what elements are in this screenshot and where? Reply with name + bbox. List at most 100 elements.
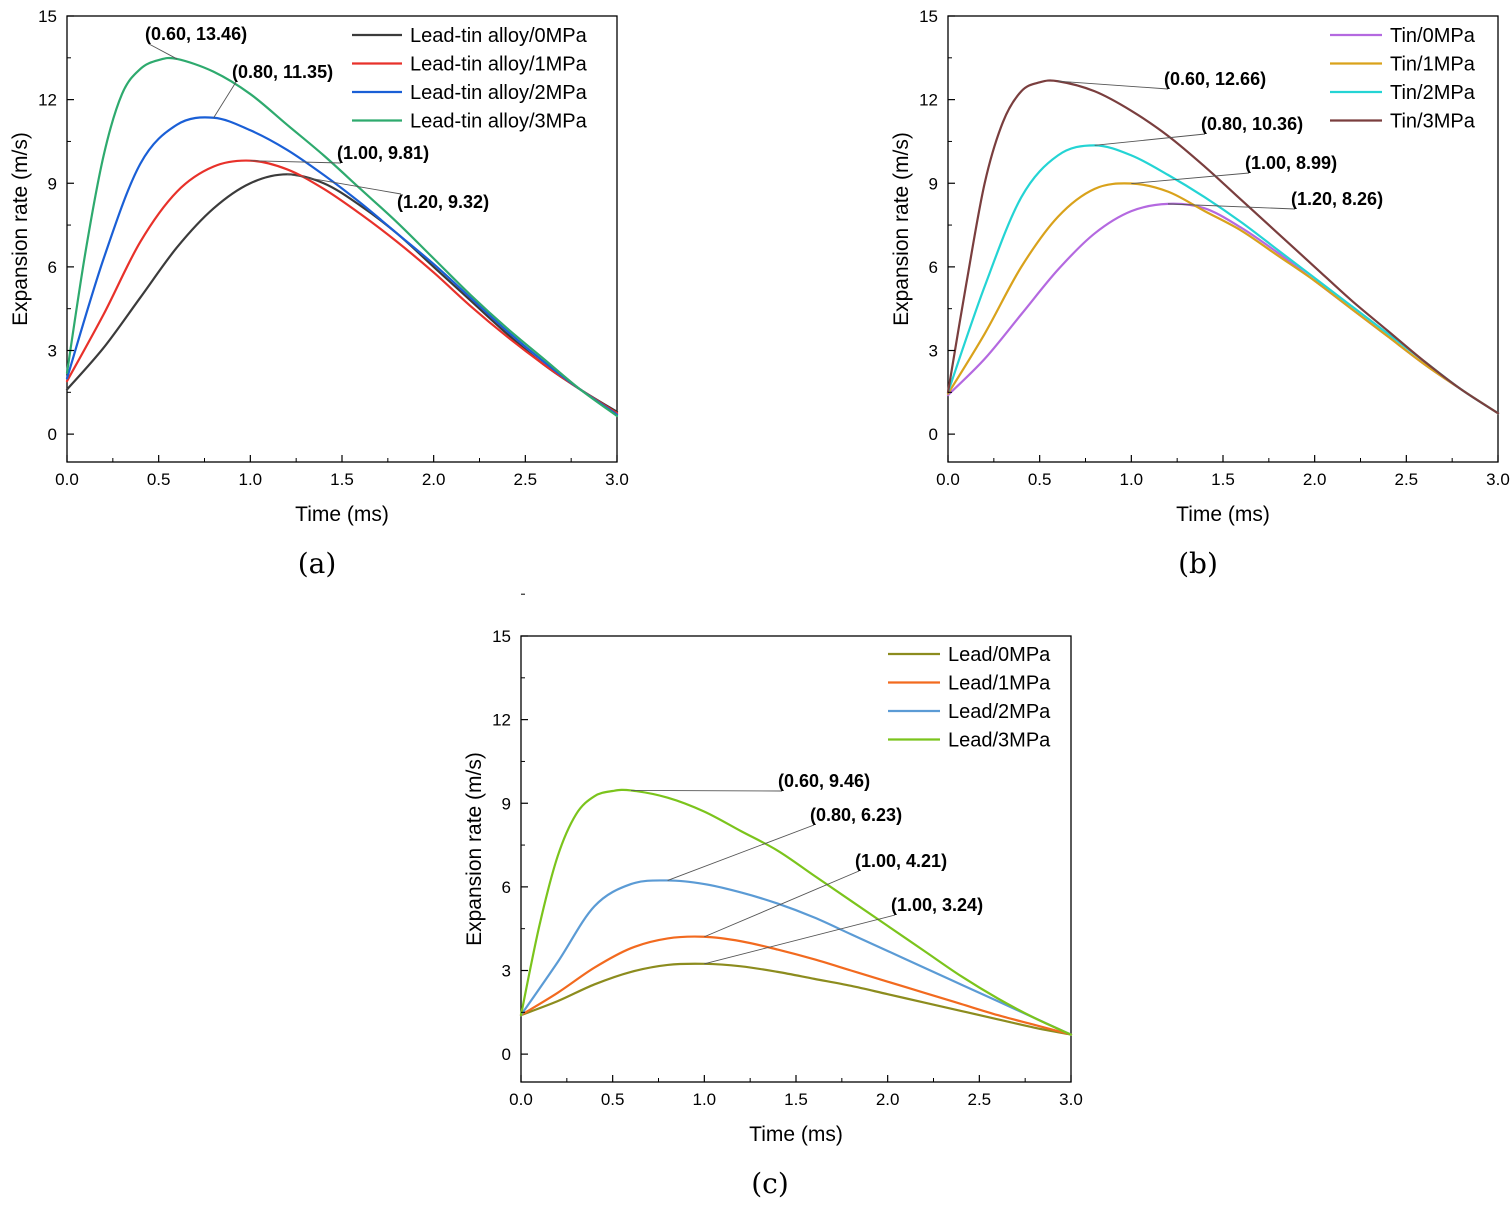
x-tick-label: 2.0 (422, 470, 446, 489)
x-tick-label: 1.5 (784, 1090, 808, 1109)
annotation-label: (1.00, 9.81) (337, 143, 429, 163)
x-tick-label: 0.5 (1028, 470, 1052, 489)
legend: Lead-tin alloy/0MPa Lead-tin alloy/1MPa Le… (352, 25, 588, 133)
annotation-label: (0.80, 10.36) (1201, 114, 1303, 134)
annotation-leader (1131, 172, 1250, 184)
x-tick-label: 3.0 (1059, 1090, 1083, 1109)
y-tick-label: 15 (919, 7, 938, 26)
x-tick-label: 2.5 (514, 470, 538, 489)
legend-label: Lead/2MPa (948, 701, 1051, 723)
annotation-leader (704, 914, 896, 965)
y-tick-label: 3 (48, 342, 57, 361)
legend-label: Tin/2MPa (1390, 82, 1476, 104)
annotation-label: (0.80, 11.35) (232, 62, 333, 82)
annotation-leader (667, 824, 815, 881)
y-tick-label: 6 (502, 878, 511, 897)
x-tick-label: 0.0 (509, 1090, 533, 1109)
annotation-label: (0.60, 9.46) (778, 771, 870, 791)
y-tick-label: 9 (929, 174, 938, 193)
legend-label: Lead-tin alloy/0MPa (410, 25, 588, 47)
y-tick-label: 12 (38, 91, 57, 110)
series-line-1 (946, 202, 1500, 415)
y-tick-label: 3 (929, 342, 938, 361)
series-line-2 (519, 935, 1073, 1036)
x-tick-label: 0.0 (55, 470, 79, 489)
annotation-leader (213, 81, 237, 118)
y-tick-label: 15 (38, 7, 57, 26)
legend-label: Tin/1MPa (1390, 54, 1476, 76)
y-axis-title: Expansion rate (m/s) (9, 132, 32, 326)
legend-label: Lead-tin alloy/1MPa (410, 54, 588, 76)
panel-label: (a) (298, 547, 337, 580)
panel-label: (c) (751, 1167, 789, 1200)
legend-label: Lead/0MPa (948, 644, 1051, 666)
x-tick-label: 1.0 (693, 1090, 717, 1109)
annotation-leader (1094, 133, 1206, 146)
y-tick-label: 6 (48, 258, 57, 277)
y-tick-label: 0 (502, 1045, 511, 1064)
annotation-label: (1.20, 9.32) (397, 192, 489, 212)
legend-label: Lead/1MPa (948, 673, 1051, 695)
series-line-4 (946, 79, 1500, 415)
series-line-3 (519, 879, 1073, 1036)
x-tick-label: 0.5 (601, 1090, 625, 1109)
y-tick-label: 0 (929, 425, 938, 444)
annotation-leader (704, 870, 860, 938)
series-line-1 (65, 173, 619, 413)
y-axis-title: Expansion rate (m/s) (463, 752, 486, 946)
legend-label: Lead-tin alloy/3MPa (410, 111, 588, 133)
x-tick-label: 2.0 (1303, 470, 1327, 489)
x-tick-label: 1.0 (1120, 470, 1144, 489)
x-axis-title: Time (ms) (295, 503, 389, 526)
y-tick-label: 12 (919, 91, 938, 110)
x-tick-label: 2.0 (876, 1090, 900, 1109)
x-tick-label: 3.0 (1486, 470, 1510, 489)
annotation-leader (286, 173, 402, 195)
legend-label: Tin/0MPa (1390, 25, 1476, 47)
x-axis-title: Time (ms) (749, 1123, 843, 1146)
annotation-label: (0.80, 6.23) (810, 805, 902, 825)
annotation-leader (250, 160, 342, 164)
x-tick-label: 1.0 (239, 470, 263, 489)
x-tick-label: 0.0 (936, 470, 960, 489)
annotation-label: (1.20, 8.26) (1291, 189, 1383, 209)
y-axis-title: Expansion rate (m/s) (890, 132, 913, 326)
chart-panel-3: 0.0 0.5 1.0 1.5 2.0 2.5 3.0 0 3 6 9 12 15 Time (ms) Ex… (463, 593, 1083, 1200)
annotation-label: (1.00, 4.21) (855, 851, 947, 871)
legend-label: Lead-tin alloy/2MPa (410, 82, 588, 104)
annotation-leader (1167, 203, 1296, 210)
series-line-4 (519, 788, 1073, 1036)
chart-panel-1: 0.0 0.5 1.0 1.5 2.0 2.5 3.0 0 3 6 9 12 15 Time (ms) Ex… (9, 7, 629, 580)
annotation-label: (1.00, 8.99) (1245, 153, 1337, 173)
legend-label: Lead/3MPa (948, 730, 1051, 752)
series-line-1 (519, 962, 1073, 1036)
series-line-3 (65, 116, 619, 416)
series-line-3 (946, 144, 1500, 415)
annotation-label: (0.60, 13.46) (145, 24, 247, 44)
x-tick-label: 3.0 (605, 470, 629, 489)
annotation-label: (1.00, 3.24) (891, 895, 983, 915)
series-line-2 (65, 159, 619, 415)
annotation-leader (148, 43, 178, 60)
legend: Tin/0MPa Tin/1MPa Tin/2MPa Tin/3MPa (1330, 25, 1476, 133)
y-tick-label: 15 (492, 627, 511, 646)
x-tick-label: 1.5 (1211, 470, 1235, 489)
annotation-leader (1057, 80, 1169, 90)
annotation-label: (0.60, 12.66) (1164, 69, 1266, 89)
annotation-leader (630, 789, 783, 792)
y-tick-label: 12 (492, 711, 511, 730)
series-line-2 (946, 182, 1500, 415)
x-tick-label: 0.5 (147, 470, 171, 489)
legend-label: Tin/3MPa (1390, 111, 1476, 133)
x-tick-label: 2.5 (968, 1090, 992, 1109)
panel-label: (b) (1178, 547, 1218, 580)
x-axis-title: Time (ms) (1176, 503, 1270, 526)
y-tick-label: 6 (929, 258, 938, 277)
y-tick-label: 3 (502, 962, 511, 981)
legend: Lead/0MPa Lead/1MPa Lead/2MPa Lead/3MPa (888, 644, 1051, 752)
chart-panel-2: 0.0 0.5 1.0 1.5 2.0 2.5 3.0 0 3 6 9 12 15 Time (ms) Ex… (890, 7, 1510, 580)
y-tick-label: 9 (48, 174, 57, 193)
y-tick-label: 0 (48, 425, 57, 444)
y-tick-label: 9 (502, 794, 511, 813)
